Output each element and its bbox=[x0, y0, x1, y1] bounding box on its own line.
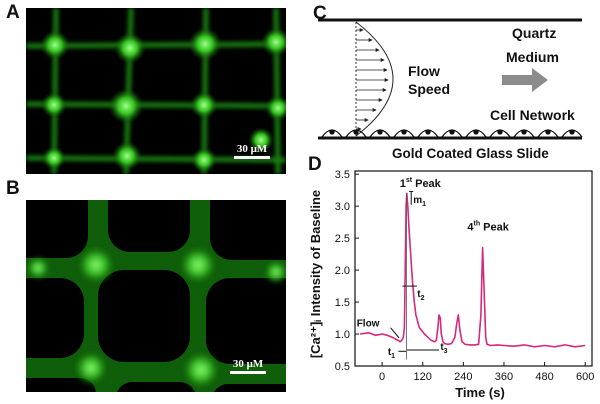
t2-label: t2 bbox=[417, 289, 424, 302]
x-tick-label: 0 bbox=[379, 371, 385, 383]
panel-letter-d: D bbox=[308, 154, 322, 175]
t3-label: t3 bbox=[440, 342, 447, 355]
flow-schematic: Quartz Flow Speed Medium Cell Network Go… bbox=[318, 18, 583, 160]
y-tick-label: 3.0 bbox=[335, 201, 350, 213]
scale-bar-b: 30 μM bbox=[230, 358, 266, 374]
y-tick-label: 2.0 bbox=[335, 265, 350, 277]
calcium-chart: 0 120 240 360 480 600 0.5 1.0 1.5 2.0 2.5 3.0 3.5 1s… bbox=[308, 169, 595, 400]
x-tick-label: 600 bbox=[576, 371, 594, 383]
scale-label-a: 30 μM bbox=[236, 143, 268, 155]
medium-arrow bbox=[502, 68, 548, 92]
x-tick-label: 480 bbox=[535, 371, 553, 383]
panel-letter-b: B bbox=[6, 178, 20, 199]
y-tick-label: 1.0 bbox=[335, 329, 350, 341]
cell-row bbox=[321, 129, 583, 138]
calcium-trace bbox=[359, 192, 586, 348]
quartz-label: Quartz bbox=[512, 25, 556, 41]
micrograph-b bbox=[26, 200, 286, 392]
y-axis-label: [Ca²⁺]ᵢ Intensity of Baseline bbox=[308, 190, 323, 358]
m1-label: m1 bbox=[413, 195, 426, 208]
y-tick-label: 2.5 bbox=[335, 233, 350, 245]
peak4-label: 4th Peak bbox=[467, 220, 509, 233]
chart-annotations: 1st Peak m1 4th Peak t2 t3 t1 Flow bbox=[357, 177, 510, 360]
x-tick-label: 240 bbox=[454, 371, 472, 383]
x-tick-label: 360 bbox=[495, 371, 513, 383]
scale-bar-a: 30 μM bbox=[234, 143, 270, 159]
parabolic-profile bbox=[355, 21, 394, 137]
scale-line-b bbox=[230, 371, 266, 374]
plot-frame bbox=[354, 170, 593, 367]
peak1-label: 1st Peak bbox=[400, 177, 442, 190]
medium-label: Medium bbox=[506, 49, 559, 65]
y-tick-label: 3.5 bbox=[335, 169, 350, 181]
y-tick-label: 1.5 bbox=[335, 297, 350, 309]
y-tick-label: 0.5 bbox=[335, 361, 350, 373]
chart-ticks: 0 120 240 360 480 600 0.5 1.0 1.5 2.0 2.5 3.0 3.5 bbox=[335, 169, 595, 383]
cell-network-label: Cell Network bbox=[490, 107, 575, 123]
flow-label: Flow bbox=[408, 63, 440, 79]
chart-axes bbox=[354, 170, 593, 367]
x-axis-label: Time (s) bbox=[455, 385, 505, 400]
flow-label: Flow bbox=[357, 318, 380, 329]
scale-label-b: 30 μM bbox=[232, 358, 264, 370]
flow-arrow bbox=[390, 327, 400, 339]
scale-line-a bbox=[234, 156, 270, 159]
t1-label: t1 bbox=[388, 347, 395, 360]
slide-label: Gold Coated Glass Slide bbox=[392, 146, 549, 160]
speed-label: Speed bbox=[408, 81, 450, 97]
x-tick-label: 120 bbox=[414, 371, 432, 383]
micrograph-a bbox=[26, 8, 286, 174]
panel-letter-a: A bbox=[6, 2, 20, 23]
velocity-arrows bbox=[356, 28, 389, 131]
chart-series bbox=[359, 192, 586, 348]
